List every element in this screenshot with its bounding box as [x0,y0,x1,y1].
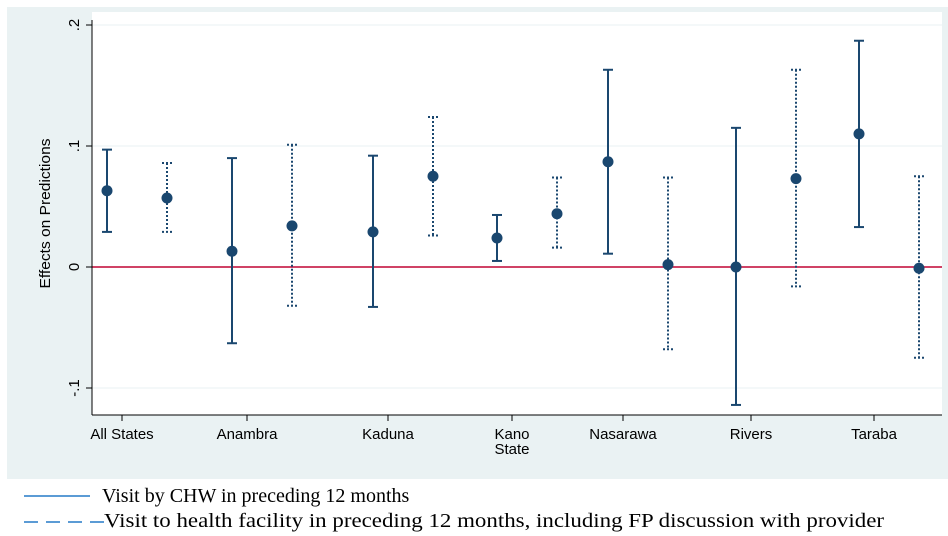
point-estimate-marker [730,261,742,273]
point-estimate-marker [662,259,674,271]
legend-label-facility: Visit to health facility in preceding 12… [104,510,884,532]
axes: -.1 0 .1 .2 All States Anambra Kaduna Kano Nasar… [66,19,942,443]
point-estimate-marker [286,220,298,232]
point-estimate-marker [161,192,173,204]
x-tick-label: Anambra [217,426,279,443]
x-tick-label: Nasarawa [589,426,657,443]
x-tick-label: Kaduna [362,426,414,443]
point-estimate-marker [551,208,563,220]
point-estimate-marker [226,245,238,257]
x-tick-label: All States [90,426,153,443]
legend: Visit by CHW in preceding 12 months Visi… [24,485,884,532]
x-tick-label: Taraba [851,426,898,443]
point-estimate-marker [491,232,503,244]
point-estimate-marker [367,226,379,238]
point-estimate-marker [790,173,802,185]
x-tick-label: Kano [494,426,529,443]
y-tick-label: -.1 [66,379,83,397]
point-estimate-marker [101,185,113,197]
point-estimate-marker [602,156,614,168]
y-tick-label: 0 [66,263,83,271]
y-tick-label: .1 [66,140,83,153]
point-estimate-marker [913,262,925,274]
y-axis-title: Effects on Predictions [37,139,54,289]
point-estimates [101,128,925,274]
point-estimate-marker [853,128,865,140]
legend-label-chw: Visit by CHW in preceding 12 months [102,485,410,507]
point-estimate-marker [427,170,439,182]
x-tick-label: Rivers [730,426,773,443]
y-tick-label: .2 [66,19,83,32]
plot-area [92,12,942,415]
x-axis-title: State [494,441,529,458]
